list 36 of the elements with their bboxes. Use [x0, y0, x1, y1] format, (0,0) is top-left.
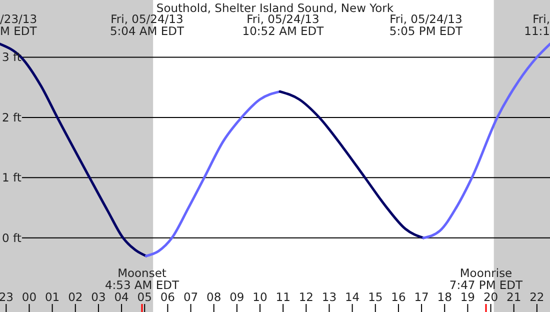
- x-tick-label: 06: [160, 290, 176, 304]
- x-tick-label: 11: [276, 290, 290, 304]
- x-tick-label: 02: [68, 290, 83, 304]
- x-tick-label: 12: [298, 290, 314, 304]
- x-tick-label: 10: [252, 290, 268, 304]
- annotation: Moonset 4:53 AM EDT: [104, 266, 180, 292]
- x-tick-label: 01: [44, 290, 60, 304]
- x-tick-label: 04: [114, 290, 129, 304]
- annotation: /23/13 M EDT: [0, 12, 38, 38]
- x-tick-label: 13: [322, 290, 337, 304]
- annotation: Moonrise 7:47 PM EDT: [449, 266, 524, 292]
- x-tick-label: 16: [391, 290, 406, 304]
- x-tick-label: 17: [414, 290, 429, 304]
- annotation: Fri, 05/24/13 10:52 AM EDT: [242, 12, 325, 38]
- x-tick-label: 21: [506, 290, 522, 304]
- annotation: Fri, 11:1: [524, 12, 550, 38]
- x-tick-label: 09: [230, 290, 244, 304]
- x-tick-label: 23: [0, 290, 14, 304]
- x-tick-label: 22: [530, 290, 544, 304]
- x-tick-label: 03: [91, 290, 106, 304]
- y-tick-label: 0 ft: [2, 230, 22, 245]
- annotation: Fri, 05/24/13 5:05 PM EDT: [389, 12, 464, 38]
- chart-title: Southold, Shelter Island Sound, New York: [156, 1, 394, 15]
- x-tick-label: 18: [437, 290, 452, 304]
- x-tick-label: 15: [368, 290, 383, 304]
- x-tick-label: 08: [206, 290, 222, 304]
- y-tick-label: 3 ft: [2, 50, 22, 64]
- y-tick-label: 2 ft: [2, 110, 22, 124]
- annotation: Fri, 05/24/13 5:04 AM EDT: [110, 12, 186, 38]
- x-tick-label: 05: [137, 290, 152, 304]
- x-tick-label: 19: [460, 290, 476, 304]
- x-tick-label: 00: [22, 290, 37, 304]
- y-tick-label: 1 ft: [2, 170, 22, 185]
- x-tick-label: 14: [344, 290, 360, 304]
- x-tick-label: 07: [183, 290, 198, 304]
- x-tick-label: 20: [483, 290, 498, 304]
